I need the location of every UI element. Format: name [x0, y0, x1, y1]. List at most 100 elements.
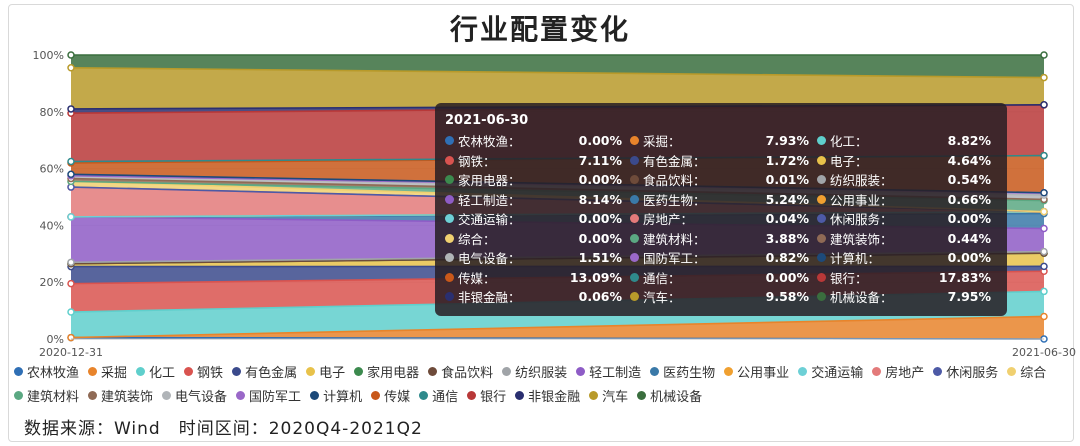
- legend-label: 通信: [432, 390, 459, 405]
- tooltip-marker-icon: [445, 194, 454, 204]
- legend-item[interactable]: 电子: [306, 362, 345, 381]
- point-非银金融-end[interactable]: [1040, 101, 1048, 109]
- legend-label: 休闲服务: [946, 366, 999, 381]
- tooltip-marker-icon: [630, 175, 639, 185]
- tooltip-marker-icon: [630, 233, 639, 243]
- tooltip-marker-icon: [817, 253, 826, 263]
- legend-item[interactable]: 化工: [136, 362, 175, 381]
- tooltip-series-value: 0.00%: [578, 230, 622, 246]
- tooltip-row: 建筑材料： 3.88%: [630, 229, 817, 249]
- legend-marker-icon: [371, 391, 381, 400]
- legend-marker-icon: [232, 367, 242, 376]
- legend-marker-icon: [236, 391, 246, 400]
- legend-item[interactable]: 计算机: [310, 386, 362, 405]
- tooltip-series-name: 农林牧渔：: [458, 134, 521, 150]
- point-非银金融-start[interactable]: [67, 105, 75, 113]
- tooltip-row: 有色金属： 1.72%: [630, 151, 817, 171]
- tooltip-row: 食品饮料： 0.01%: [630, 170, 817, 190]
- legend-item[interactable]: 医药生物: [650, 362, 715, 381]
- point-纺织服装-end[interactable]: [1040, 247, 1048, 256]
- legend-item[interactable]: 建筑材料: [14, 386, 79, 405]
- point-综合-end[interactable]: [1040, 207, 1048, 216]
- tooltip-series-value: 5.24%: [765, 191, 809, 207]
- legend-item[interactable]: 非银金融: [515, 386, 580, 405]
- tooltip-marker-icon: [817, 194, 826, 204]
- legend-label: 家用电器: [367, 366, 420, 381]
- legend-item[interactable]: 农林牧渔: [14, 362, 79, 381]
- point-计算机-start[interactable]: [67, 170, 75, 179]
- legend-item[interactable]: 房地产: [872, 362, 924, 381]
- tooltip-series-value: 0.06%: [578, 289, 622, 305]
- tooltip-series-value: 8.14%: [578, 191, 622, 207]
- legend-item[interactable]: 通信: [419, 386, 458, 405]
- legend-item[interactable]: 综合: [1007, 362, 1046, 381]
- legend-item[interactable]: 国防军工: [236, 386, 301, 405]
- legend-marker-icon: [467, 391, 477, 400]
- tooltip-series-name: 传媒：: [458, 270, 496, 286]
- tooltip-marker-icon: [817, 214, 826, 224]
- tooltip-marker-icon: [445, 253, 454, 263]
- tooltip-series-value: 17.83%: [938, 269, 991, 285]
- legend-item[interactable]: 交通运输: [798, 362, 863, 381]
- point-轻工制造-end[interactable]: [1040, 224, 1048, 233]
- point-机械设备-start[interactable]: [67, 51, 75, 59]
- y-tick-label: 100%: [33, 49, 64, 62]
- legend-marker-icon: [933, 367, 943, 376]
- legend-item[interactable]: 休闲服务: [933, 362, 998, 381]
- point-计算机-end[interactable]: [1040, 189, 1048, 197]
- point-汽车-end[interactable]: [1040, 73, 1048, 82]
- legend-label: 国防军工: [249, 390, 302, 405]
- line-汽车: [70, 66, 1045, 79]
- legend-item[interactable]: 采掘: [88, 362, 127, 381]
- point-采掘-start[interactable]: [67, 333, 75, 342]
- tooltip-marker-icon: [630, 272, 639, 282]
- point-机械设备-end[interactable]: [1040, 51, 1048, 59]
- legend-item[interactable]: 纺织服装: [502, 362, 567, 381]
- legend-item[interactable]: 家用电器: [354, 362, 419, 381]
- tooltip-series-value: 0.00%: [947, 211, 991, 227]
- point-化工-start[interactable]: [67, 308, 75, 316]
- point-化工-end[interactable]: [1040, 287, 1048, 296]
- point-通信-end[interactable]: [1040, 151, 1048, 160]
- legend-item[interactable]: 汽车: [589, 386, 628, 405]
- tooltip-row: 农林牧渔： 0.00%: [445, 131, 630, 151]
- point-钢铁-start[interactable]: [67, 279, 75, 288]
- point-交通运输-start[interactable]: [67, 213, 75, 221]
- legend-item[interactable]: 传媒: [371, 386, 410, 405]
- tooltip-series-name: 轻工制造：: [458, 192, 521, 208]
- legend-item[interactable]: 食品饮料: [428, 362, 493, 381]
- legend-item[interactable]: 有色金属: [232, 362, 297, 381]
- tooltip-marker-icon: [445, 175, 454, 185]
- legend-item[interactable]: 公用事业: [724, 362, 789, 381]
- legend-item[interactable]: 银行: [467, 386, 506, 405]
- legend-label: 汽车: [602, 390, 629, 405]
- tooltip-row: 房地产： 0.04%: [630, 209, 817, 229]
- legend-item[interactable]: 轻工制造: [576, 362, 641, 381]
- tooltip-series-name: 休闲服务：: [830, 212, 893, 228]
- tooltip-marker-icon: [630, 136, 639, 146]
- x-tick-label: 2020-12-31: [39, 346, 103, 359]
- tooltip-row: 医药生物： 5.24%: [630, 190, 817, 210]
- tooltip-series-value: 1.72%: [765, 152, 809, 168]
- tooltip-series-value: 3.88%: [765, 230, 809, 246]
- legend-marker-icon: [162, 391, 172, 400]
- legend-label: 有色金属: [245, 366, 298, 381]
- legend-item[interactable]: 建筑装饰: [88, 386, 153, 405]
- point-纺织服装-start[interactable]: [67, 258, 75, 267]
- legend-item[interactable]: 电气设备: [162, 386, 227, 405]
- tooltip-date: 2021-06-30: [445, 113, 529, 128]
- tooltip-series-name: 房地产：: [643, 212, 694, 228]
- tooltip-series-value: 0.82%: [765, 250, 809, 266]
- legend-marker-icon: [637, 391, 647, 400]
- point-通信-start[interactable]: [67, 157, 75, 166]
- tooltip-series-value: 13.09%: [569, 269, 622, 285]
- point-汽车-start[interactable]: [67, 64, 75, 72]
- point-采掘-end[interactable]: [1040, 312, 1048, 321]
- tooltip-row: 汽车： 9.58%: [630, 287, 817, 307]
- legend-item[interactable]: 机械设备: [637, 386, 702, 405]
- legend-item[interactable]: 钢铁: [184, 362, 223, 381]
- legend-marker-icon: [515, 391, 525, 400]
- point-有色金属-end[interactable]: [1040, 262, 1048, 271]
- tooltip-series-value: 9.58%: [765, 289, 809, 305]
- legend-label: 采掘: [101, 366, 128, 381]
